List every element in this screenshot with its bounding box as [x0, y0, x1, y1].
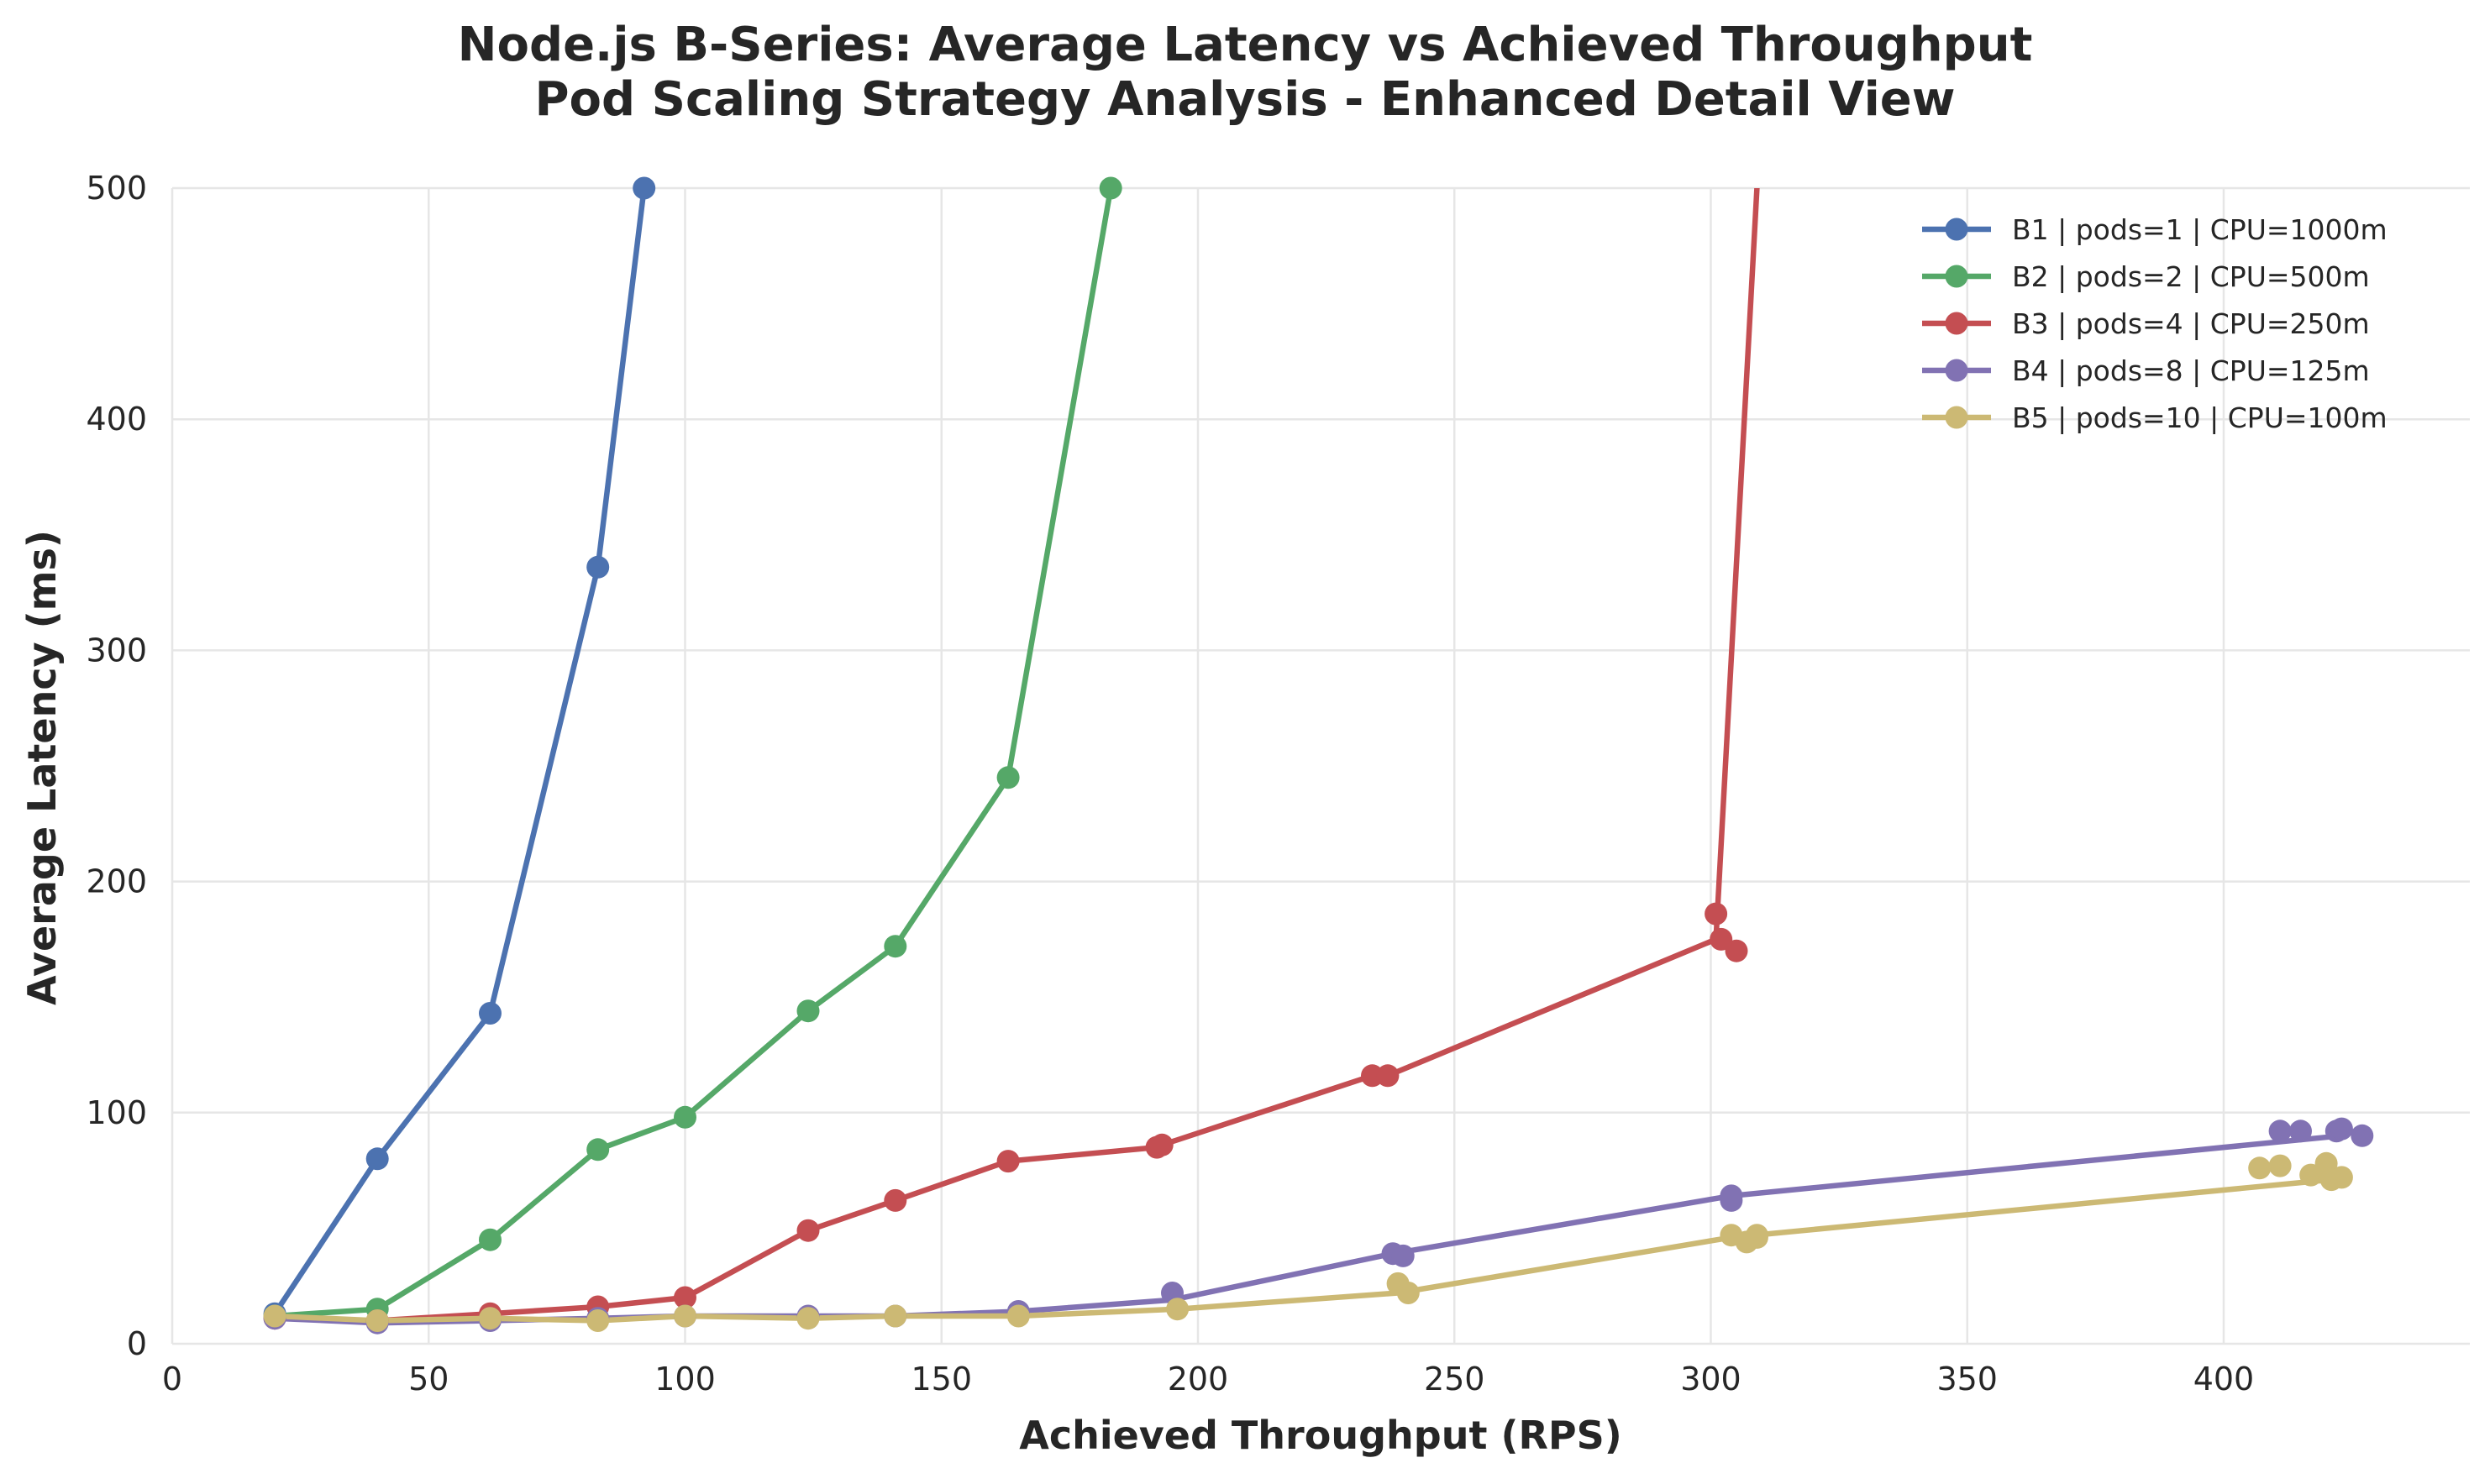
data-point-b5: [1396, 1282, 1420, 1304]
series-line-b2: [271, 188, 1114, 1319]
data-point-b2: [796, 999, 820, 1023]
legend-marker-b2: [1945, 265, 1968, 288]
data-point-b5: [2268, 1154, 2292, 1177]
data-point-b2: [996, 766, 1020, 789]
data-point-b5: [674, 1304, 696, 1328]
data-point-b2: [674, 1105, 696, 1129]
x-axis-ticks: 0 50 100 150 200 250 300 350 400: [162, 1361, 2254, 1397]
x-tick-label: 50: [408, 1361, 449, 1397]
data-point-b1: [633, 176, 656, 200]
chart-subtitle: Pod Scaling Strategy Analysis - Enhanced…: [535, 72, 1956, 127]
data-point-b2: [479, 1228, 502, 1251]
y-tick-label: 200: [86, 863, 147, 900]
data-point-b5: [1006, 1304, 1030, 1328]
y-axis-title: Average Latency (ms): [19, 530, 65, 1005]
x-tick-label: 350: [1936, 1361, 1998, 1397]
data-point-b3: [1725, 939, 1748, 962]
data-point-b4: [2268, 1120, 2292, 1143]
y-tick-label: 500: [86, 170, 147, 207]
y-axis-ticks: 0 100 200 300 400 500: [86, 170, 147, 1362]
data-point-b5: [2248, 1156, 2272, 1180]
data-point-b4: [1391, 1244, 1415, 1267]
data-point-b5: [884, 1304, 907, 1328]
data-point-b5: [1166, 1298, 1190, 1321]
data-point-b4: [2289, 1120, 2312, 1143]
data-point-b5: [365, 1309, 389, 1332]
legend: B1 | pods=1 | CPU=1000m B2 | pods=2 | CPU…: [1922, 213, 2388, 434]
data-point-b3: [1376, 1064, 1400, 1088]
legend-marker-b3: [1945, 312, 1968, 335]
data-point-b1: [479, 1002, 502, 1025]
legend-label-b5: B5 | pods=10 | CPU=100m: [2012, 401, 2388, 434]
legend-marker-b1: [1945, 218, 1968, 241]
legend-label-b2: B2 | pods=2 | CPU=500m: [2012, 260, 2370, 293]
data-point-b4: [1720, 1188, 1743, 1212]
data-point-b5: [796, 1307, 820, 1330]
series-line-b5: [271, 1177, 2335, 1324]
x-tick-label: 0: [162, 1361, 182, 1397]
data-point-b5: [1745, 1224, 1768, 1247]
data-point-b5: [479, 1307, 502, 1330]
data-point-b2: [586, 1138, 610, 1162]
y-tick-label: 300: [86, 632, 147, 669]
x-tick-label: 200: [1168, 1361, 1229, 1397]
legend-label-b4: B4 | pods=8 | CPU=125m: [2012, 354, 2370, 387]
x-tick-label: 300: [1680, 1361, 1741, 1397]
x-axis-title: Achieved Throughput (RPS): [1019, 1413, 1622, 1458]
data-point-b2: [1099, 176, 1122, 200]
x-tick-label: 400: [2193, 1361, 2255, 1397]
data-point-b3: [1150, 1133, 1174, 1156]
x-tick-label: 150: [911, 1361, 972, 1397]
legend-label-b1: B1 | pods=1 | CPU=1000m: [2012, 213, 2388, 246]
y-tick-label: 100: [86, 1094, 147, 1131]
data-point-b1: [365, 1147, 389, 1171]
data-point-b3: [1705, 902, 1728, 926]
data-point-b4: [2351, 1124, 2374, 1147]
data-point-b3: [996, 1150, 1020, 1173]
chart-title: Node.js B-Series: Average Latency vs Ach…: [458, 18, 2033, 72]
y-tick-label: 0: [127, 1325, 147, 1362]
data-point-b3: [884, 1188, 907, 1212]
legend-label-b3: B3 | pods=4 | CPU=250m: [2012, 307, 2370, 340]
data-point-b5: [263, 1304, 286, 1328]
grid: [171, 186, 2470, 1345]
data-point-b3: [796, 1219, 820, 1242]
data-point-b5: [586, 1309, 610, 1332]
legend-marker-b5: [1945, 406, 1968, 429]
data-point-b5: [2299, 1163, 2323, 1187]
data-point-b3: [1710, 927, 1733, 951]
y-tick-label: 400: [86, 401, 147, 438]
series-line-b3: [271, 188, 1760, 1324]
x-tick-label: 250: [1424, 1361, 1485, 1397]
data-point-b4: [2330, 1117, 2353, 1141]
data-point-b2: [884, 935, 907, 958]
data-point-b1: [586, 555, 610, 579]
legend-marker-b4: [1945, 359, 1968, 382]
series-points: [263, 176, 2374, 1335]
x-tick-label: 100: [654, 1361, 716, 1397]
data-point-b3: [674, 1286, 696, 1309]
data-point-b5: [2330, 1166, 2353, 1189]
